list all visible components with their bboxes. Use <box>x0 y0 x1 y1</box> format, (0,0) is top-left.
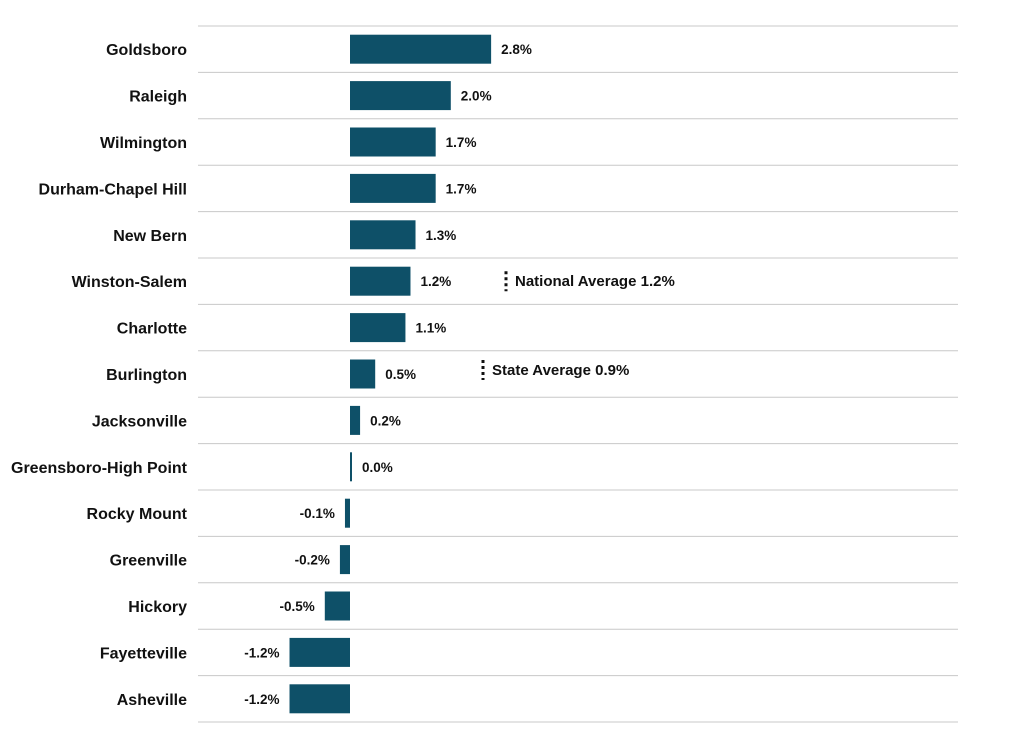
bar <box>350 313 406 343</box>
category-label: Asheville <box>117 692 187 709</box>
value-label: -1.2% <box>244 692 279 707</box>
bar <box>350 405 361 435</box>
value-label: -1.2% <box>244 645 279 660</box>
category-label: Winston-Salem <box>72 274 187 291</box>
category-label: Rocky Mount <box>87 506 188 523</box>
category-label: Fayetteville <box>100 645 187 662</box>
bar <box>350 127 436 157</box>
category-label: Wilmington <box>100 135 187 152</box>
value-label: 2.0% <box>461 89 492 104</box>
category-label: Raleigh <box>129 89 187 106</box>
value-label: 1.2% <box>420 274 451 289</box>
bar <box>289 637 350 667</box>
bar <box>339 545 350 575</box>
bar <box>350 266 411 296</box>
bar <box>350 452 352 482</box>
value-label: 2.8% <box>501 42 532 57</box>
value-labels: 2.8% 2.0% 1.7% 1.7% 1.3% 1.2% 1.1% 0.5% 0.2% 0.0%… <box>244 42 532 707</box>
gridlines <box>198 25 958 723</box>
category-label: Jacksonville <box>92 413 187 430</box>
annotations: National Average 1.2% State Average 0.9% <box>481 271 675 380</box>
value-label: -0.2% <box>295 553 330 568</box>
value-label: 1.7% <box>446 135 477 150</box>
value-label: 1.7% <box>446 181 477 196</box>
category-label: Charlotte <box>117 321 187 338</box>
value-label: -0.5% <box>280 599 315 614</box>
value-label: 0.5% <box>385 367 416 382</box>
category-label: Greensboro-High Point <box>11 460 188 477</box>
average-label: National Average 1.2% <box>515 273 675 290</box>
value-label: 1.1% <box>415 321 446 336</box>
average-label: State Average 0.9% <box>492 362 629 379</box>
value-label: 1.3% <box>426 228 457 243</box>
category-label: Greenville <box>110 553 187 570</box>
value-label: 0.2% <box>370 413 401 428</box>
category-label: Burlington <box>106 367 187 384</box>
category-label: Goldsboro <box>106 42 187 59</box>
bar <box>350 359 376 389</box>
value-label: 0.0% <box>362 460 393 475</box>
category-label: New Bern <box>113 228 187 245</box>
category-label: Durham-Chapel Hill <box>39 181 187 198</box>
bar <box>350 220 416 250</box>
bar <box>289 684 350 714</box>
value-label: -0.1% <box>300 506 335 521</box>
bar <box>344 498 350 528</box>
bar <box>350 173 436 203</box>
bar <box>324 591 350 621</box>
bars <box>289 34 492 714</box>
bar <box>350 34 492 64</box>
category-labels: Goldsboro Raleigh Wilmington Durham-Chapel … <box>11 42 188 709</box>
bar <box>350 81 451 111</box>
category-label: Hickory <box>128 599 187 616</box>
